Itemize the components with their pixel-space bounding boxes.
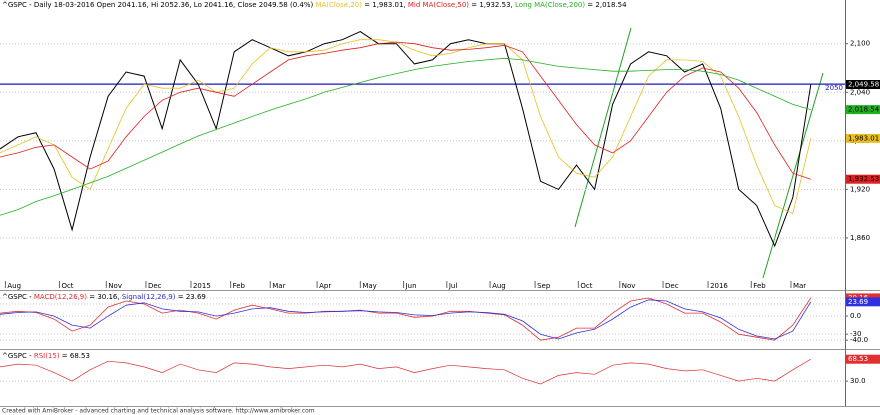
y-tick-label: 1,860	[850, 234, 870, 242]
y-tick-label: 0.0	[850, 312, 861, 320]
value-label-box	[846, 105, 880, 115]
x-tick-label: Oct	[61, 282, 73, 290]
header-part: ^GSPC -	[2, 352, 34, 360]
series-line	[0, 299, 812, 340]
value-label: 23.69	[848, 298, 868, 306]
y-tick-label: 2,040	[850, 88, 870, 96]
x-tick-label: Sep	[537, 282, 551, 290]
header-part: Long MA(Close,200)	[515, 1, 585, 9]
header-part: = 30.16,	[87, 293, 122, 301]
value-label: 1,932.53	[848, 175, 879, 183]
value-label-box	[846, 174, 880, 184]
value-label-box	[846, 297, 880, 307]
x-tick-label: Dec	[665, 282, 679, 290]
panel-header: ^GSPC - Daily 18-03-2016 Open 2041.16, H…	[2, 1, 627, 9]
x-tick-label: Mar	[272, 282, 285, 290]
trend-line	[574, 27, 632, 228]
x-tick-label: Oct	[580, 282, 592, 290]
x-tick-label: Nov	[622, 282, 636, 290]
x-tick-label: Jun	[405, 282, 417, 290]
x-tick-label: 2015	[193, 282, 211, 290]
header-part: = 1,932.53,	[469, 1, 515, 9]
trend-line	[762, 72, 824, 279]
header-part: ^GSPC - Daily 18-03-2016 Open 2041.16, H…	[2, 1, 315, 9]
series-line	[0, 31, 812, 248]
x-tick-label: Jul	[448, 282, 458, 290]
footer: Created with AmiBroker - advanced charti…	[2, 408, 315, 415]
y-tick-label: -30	[850, 330, 861, 338]
header-part: MACD(12,26,9)	[34, 293, 87, 301]
x-tick-label: May	[362, 282, 376, 290]
x-tick-label: Aug	[492, 282, 506, 290]
value-label: 2,018.54	[848, 106, 880, 114]
value-label: 68.53	[848, 355, 868, 363]
header-part: = 68.53	[60, 352, 90, 360]
value-label-box	[846, 80, 880, 90]
x-tick-label: Dec	[148, 282, 162, 290]
x-tick-label: Mar	[793, 282, 806, 290]
value-label-box	[846, 354, 880, 364]
y-tick-label: 30.0	[850, 377, 866, 385]
series-line	[0, 57, 811, 216]
series-line	[0, 39, 812, 215]
panel-header: ^GSPC - RSI(15) = 68.53	[2, 352, 90, 360]
value-label: 1,983.01	[848, 134, 879, 142]
series-line	[0, 297, 812, 341]
header-part: ^GSPC -	[2, 293, 34, 301]
x-tick-label: 2016	[710, 282, 728, 290]
header-part: RSI(15)	[34, 352, 60, 360]
series-line	[0, 358, 811, 385]
series-line	[0, 41, 811, 180]
header-part: = 1,983.01,	[362, 1, 408, 9]
header-part: MA(Close,20)	[315, 1, 362, 9]
panel-header: ^GSPC - MACD(12,26,9) = 30.16, Signal(12…	[2, 293, 206, 301]
x-tick-label: Nov	[108, 282, 122, 290]
reference-label: 2050	[825, 84, 843, 92]
x-tick-label: Aug	[7, 282, 21, 290]
y-tick-label: 1,920	[850, 185, 870, 193]
y-tick-label: 2,100	[850, 40, 870, 48]
x-tick-label: Feb	[753, 282, 766, 290]
x-tick-label: Feb	[233, 282, 246, 290]
header-part: Mid MA(Close,50)	[408, 1, 469, 9]
header-part: = 2,018.54	[585, 1, 627, 9]
y-tick-label: -40.0	[850, 336, 868, 344]
header-part: = 23.69	[176, 293, 206, 301]
x-tick-label: Apr	[319, 282, 331, 290]
header-part: Signal(12,26,9)	[122, 293, 176, 301]
value-label: 2,049.58	[848, 81, 879, 89]
value-label-box	[846, 133, 880, 143]
